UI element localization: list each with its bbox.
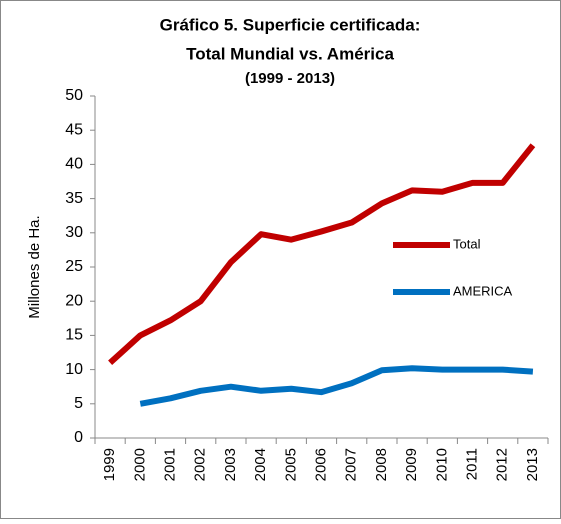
chart-title: (1999 - 2013) <box>245 70 335 87</box>
x-tick-label: 2004 <box>252 448 269 481</box>
x-tick-label: 2013 <box>524 448 541 481</box>
series-line <box>139 365 534 407</box>
x-tick-label: 2012 <box>494 448 511 481</box>
legend-label: Total <box>453 236 481 251</box>
series-line <box>108 143 536 365</box>
y-tick-label: 10 <box>65 361 83 378</box>
y-tick-label: 15 <box>65 327 83 344</box>
y-tick-label: 0 <box>74 429 83 446</box>
x-tick-label: 2005 <box>282 448 299 481</box>
x-tick-label: 2002 <box>192 448 209 481</box>
x-tick-label: 2011 <box>463 448 480 480</box>
y-tick-label: 5 <box>74 395 83 412</box>
x-tick-label: 2009 <box>403 448 420 481</box>
x-tick-label: 2001 <box>161 448 178 481</box>
x-tick-label: 2010 <box>433 448 450 481</box>
y-tick-label: 45 <box>65 121 83 138</box>
x-tick-label: 2008 <box>373 448 390 481</box>
y-tick-label: 50 <box>65 87 83 104</box>
y-axis-label: Millones de Ha. <box>26 215 43 318</box>
y-tick-label: 30 <box>65 224 83 241</box>
x-tick-label: 2007 <box>343 448 360 481</box>
x-tick-label: 2000 <box>131 448 148 481</box>
y-tick-label: 40 <box>65 156 83 173</box>
x-tick-label: 2006 <box>312 448 329 481</box>
y-tick-label: 35 <box>65 190 83 207</box>
chart-title: Total Mundial vs. América <box>186 44 394 63</box>
y-tick-label: 25 <box>65 258 83 275</box>
x-tick-label: 1999 <box>101 448 118 481</box>
y-tick-label: 20 <box>65 292 83 309</box>
legend-label: AMERICA <box>453 283 513 298</box>
chart-title: Gráfico 5. Superficie certificada: <box>160 15 421 34</box>
x-tick-label: 2003 <box>222 448 239 481</box>
